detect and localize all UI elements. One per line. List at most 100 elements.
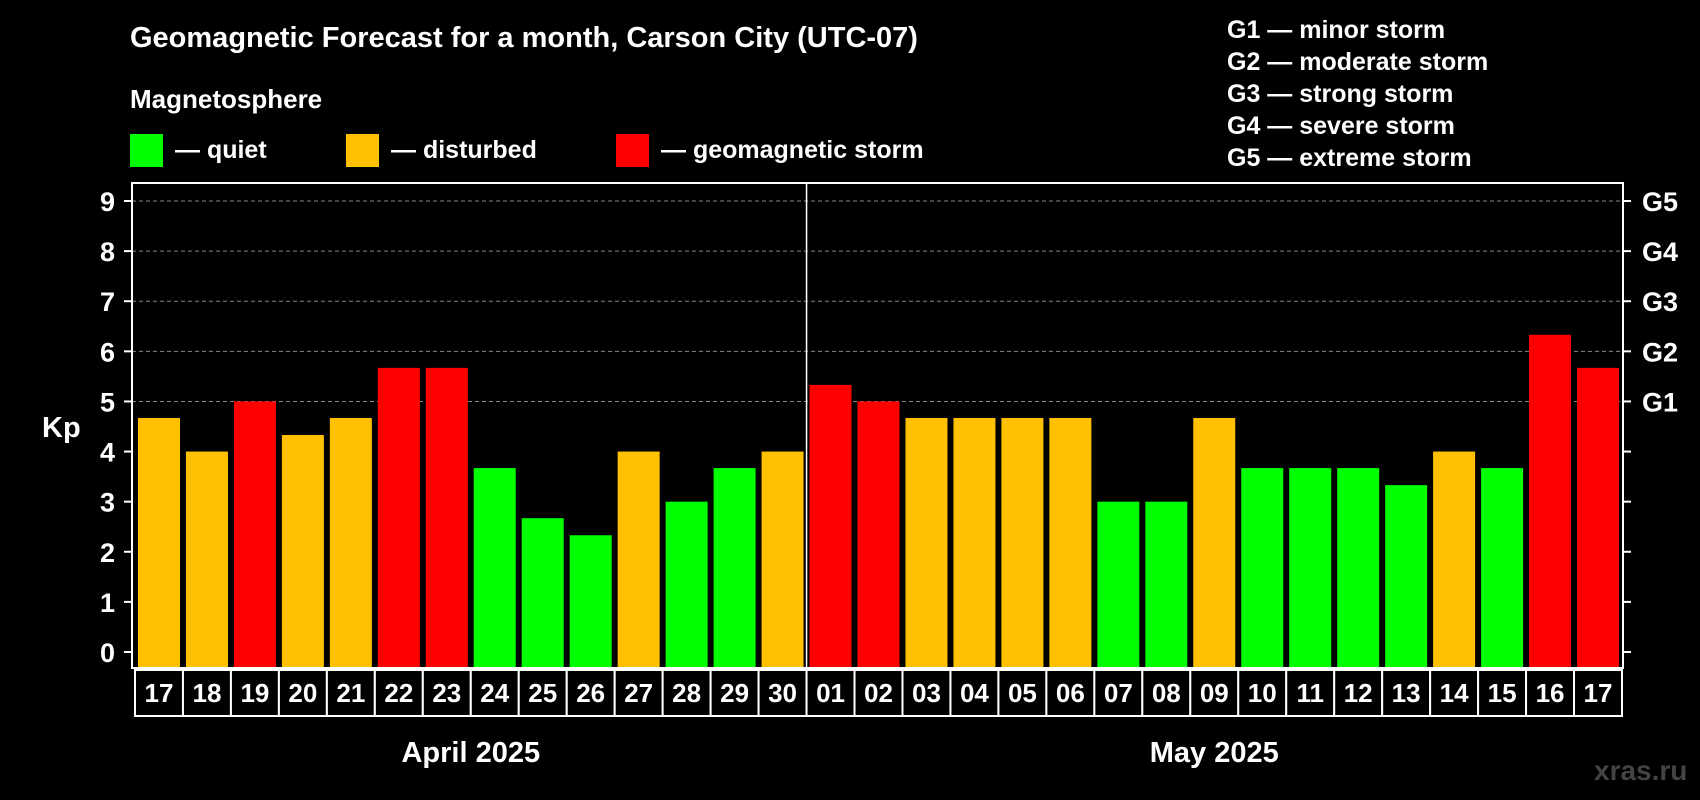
bar [1289, 468, 1332, 668]
date-cell [1237, 669, 1288, 717]
month-label: April 2025 [401, 737, 540, 769]
g-scale-g2: G2 — moderate storm [1227, 48, 1489, 76]
y-tick-label: 6 [100, 337, 115, 367]
legend-label-quiet: — quiet [175, 135, 267, 164]
legend-item-quiet: — quiet [130, 133, 267, 167]
date-label: 16 [1536, 678, 1565, 708]
bar [905, 417, 948, 668]
bar [1337, 468, 1380, 668]
bar [377, 367, 420, 668]
date-label: 12 [1344, 678, 1373, 708]
date-cell [134, 669, 184, 717]
date-cell [1333, 669, 1384, 717]
date-label: 06 [1056, 678, 1085, 708]
g-tick-label: G2 [1642, 337, 1678, 367]
date-cell [661, 669, 712, 717]
bar [1529, 334, 1572, 668]
bar [185, 451, 228, 668]
date-label: 17 [145, 678, 174, 708]
date-label: 25 [528, 678, 557, 708]
date-label: 26 [576, 678, 605, 708]
bar [281, 435, 324, 668]
date-label: 17 [1584, 678, 1613, 708]
date-label: 28 [672, 678, 701, 708]
y-tick-label: 4 [100, 438, 115, 468]
date-cell [277, 669, 328, 717]
date-label: 03 [912, 678, 941, 708]
legend-title: Magnetosphere [130, 84, 323, 114]
date-label: 04 [960, 678, 989, 708]
date-label: 19 [240, 678, 269, 708]
date-label: 01 [816, 678, 845, 708]
bar [617, 451, 660, 668]
date-label: 20 [288, 678, 317, 708]
bar [857, 401, 900, 668]
plot-frame [131, 182, 1624, 669]
bar [569, 535, 612, 668]
bar [1097, 501, 1140, 668]
bar [329, 417, 372, 668]
date-label: 11 [1296, 678, 1324, 708]
y-tick-label: 5 [100, 387, 115, 417]
date-label: 07 [1104, 678, 1133, 708]
bar [1577, 367, 1620, 668]
date-cell [1477, 669, 1528, 717]
bar [1433, 451, 1476, 668]
date-label: 08 [1152, 678, 1181, 708]
bar [1049, 417, 1092, 668]
date-label: 18 [192, 678, 221, 708]
date-label: 30 [768, 678, 797, 708]
bar [1385, 485, 1428, 668]
date-label: 13 [1392, 678, 1421, 708]
date-label: 09 [1200, 678, 1229, 708]
bar [425, 367, 468, 668]
y-tick-label: 9 [100, 187, 115, 217]
axes [124, 182, 1631, 717]
bar [953, 417, 996, 668]
date-label: 24 [480, 678, 509, 708]
date-label: 21 [336, 678, 365, 708]
date-label: 27 [624, 678, 653, 708]
bar [1145, 501, 1188, 668]
legend-label-disturbed: — disturbed [391, 135, 537, 164]
date-cell [1573, 669, 1623, 717]
chart-title: Geomagnetic Forecast for a month, Carson… [130, 22, 918, 54]
date-label: 29 [720, 678, 749, 708]
g-tick-label: G3 [1642, 287, 1678, 317]
legend-item-disturbed: — disturbed [346, 133, 537, 167]
g-scale-legend: G1 — minor storm G2 — moderate storm G3 … [1227, 14, 1488, 174]
month-label: May 2025 [1150, 737, 1279, 769]
date-cell [757, 669, 808, 717]
date-cell [853, 669, 904, 717]
date-cell [421, 669, 472, 717]
date-label: 05 [1008, 678, 1037, 708]
g-scale-g1: G1 — minor storm [1227, 16, 1446, 44]
bar [809, 384, 852, 668]
legend-swatch-storm [616, 133, 649, 167]
legend-label-storm: — geomagnetic storm [661, 135, 924, 164]
bar [1001, 417, 1044, 668]
date-cell [229, 669, 280, 717]
date-cell [1045, 669, 1096, 717]
date-label: 10 [1248, 678, 1277, 708]
g-tick-label: G5 [1642, 187, 1678, 217]
y-axis-label: Kp [42, 412, 81, 444]
legend-item-storm: — geomagnetic storm [616, 133, 924, 167]
y-tick-label: 8 [100, 237, 115, 267]
date-label: 22 [384, 678, 413, 708]
bar [1193, 417, 1236, 668]
bar [233, 401, 276, 668]
y-tick-label: 7 [100, 287, 115, 317]
y-tick-label: 0 [100, 638, 115, 668]
g-scale-g4: G4 — severe storm [1227, 112, 1455, 140]
bar [473, 468, 516, 668]
date-label: 23 [432, 678, 461, 708]
g-tick-label: G1 [1642, 387, 1678, 417]
bars [137, 334, 1620, 668]
g-tick-label: G4 [1642, 237, 1678, 267]
date-cell [709, 669, 760, 717]
y-tick-label: 1 [100, 588, 115, 618]
bar [1481, 468, 1524, 668]
